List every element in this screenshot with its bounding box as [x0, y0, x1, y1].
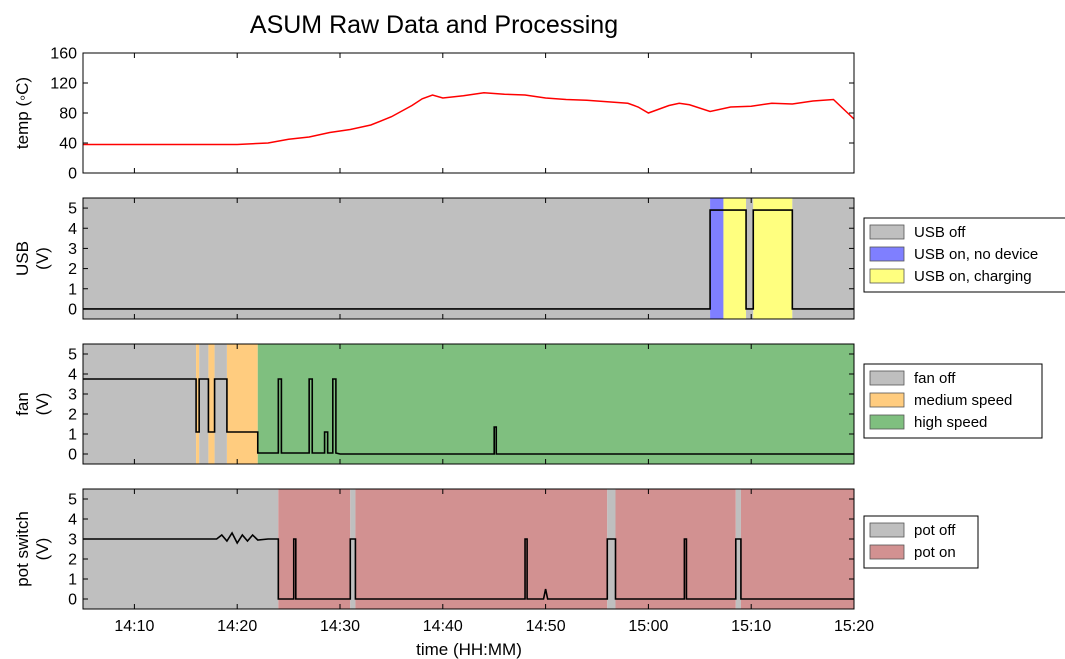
x-tick-label: 15:00: [628, 618, 668, 635]
series-line: [83, 378, 854, 455]
state-span: [83, 489, 279, 609]
state-span: [226, 344, 258, 464]
y-axis-label: fan: [13, 392, 32, 416]
y-tick-label: 0: [68, 301, 77, 318]
x-tick-label: 15:10: [731, 618, 771, 635]
state-span: [723, 198, 747, 319]
legend-label: USB off: [914, 224, 966, 241]
legend-label: pot off: [914, 522, 956, 539]
state-span: [735, 489, 741, 609]
legend-label: USB on, no device: [914, 246, 1038, 263]
legend-swatch: [869, 414, 905, 430]
legend-label: USB on, charging: [914, 268, 1032, 285]
state-span: [792, 198, 854, 319]
axes-frame: [82, 343, 855, 465]
y-axis-unit: (V): [33, 538, 52, 561]
y-tick-label: 3: [68, 387, 77, 404]
state-span: [208, 344, 215, 464]
legend-swatch: [869, 544, 905, 560]
y-tick-label: 0: [68, 592, 77, 609]
state-span: [710, 198, 724, 319]
y-tick-label: 3: [68, 532, 77, 549]
state-span: [196, 344, 200, 464]
y-tick-label: 1: [68, 572, 77, 589]
y-tick-label: 1: [68, 427, 77, 444]
chart-title: ASUM Raw Data and Processing: [250, 11, 618, 39]
legend-label: high speed: [914, 414, 987, 431]
y-tick-label: 0: [68, 166, 77, 183]
y-axis-unit: (V): [33, 247, 52, 270]
x-tick-label: 14:20: [217, 618, 257, 635]
y-tick-label: 120: [50, 76, 77, 93]
x-tick-label: 15:20: [834, 618, 874, 635]
state-span: [83, 344, 197, 464]
y-tick-label: 4: [68, 367, 77, 384]
legend-swatch: [869, 268, 905, 284]
legend-label: pot on: [914, 544, 956, 561]
state-span: [740, 489, 854, 609]
x-tick-label: 14:30: [320, 618, 360, 635]
state-span: [746, 198, 754, 319]
state-span: [199, 344, 209, 464]
series-line: [83, 91, 855, 146]
state-span: [83, 198, 711, 319]
y-tick-label: 2: [68, 407, 77, 424]
y-tick-label: 5: [68, 347, 77, 364]
x-tick-label: 14:50: [526, 618, 566, 635]
y-tick-label: 5: [68, 492, 77, 509]
panel-1: 0 40 80 120 160 temp (◦C): [13, 46, 855, 183]
state-span: [214, 344, 227, 464]
legend-swatch: [869, 392, 905, 408]
y-tick-label: 5: [68, 201, 77, 218]
legend-label: fan off: [914, 370, 956, 387]
y-tick-label: 3: [68, 241, 77, 258]
y-axis-label: pot switch: [13, 511, 32, 587]
y-axis-label: USB: [13, 241, 32, 276]
axes-frame: [82, 52, 855, 174]
legend-label: medium speed: [914, 392, 1012, 409]
y-tick-label: 2: [68, 552, 77, 569]
panel-4: 0 1 2 3 4 5 14:10 14:20 14:30 14:40 14:50 15:00 15:1…: [13, 488, 979, 635]
y-tick-label: 40: [59, 136, 77, 153]
panel-2: 0 1 2 3 4 5 USB (V) USB off USB on, no device USB …: [13, 197, 1065, 320]
y-axis-unit: (V): [33, 393, 52, 416]
y-tick-label: 4: [68, 221, 77, 238]
state-span: [607, 489, 616, 609]
y-tick-label: 160: [50, 46, 77, 63]
axes-frame: [82, 488, 855, 610]
x-tick-label: 14:10: [114, 618, 154, 635]
y-tick-label: 1: [68, 281, 77, 298]
legend-swatch: [869, 370, 905, 386]
state-span: [615, 489, 736, 609]
y-tick-label: 80: [59, 106, 77, 123]
state-span: [350, 489, 356, 609]
y-tick-label: 2: [68, 261, 77, 278]
legend-swatch: [869, 246, 905, 262]
y-axis-label: temp (◦C): [13, 77, 32, 149]
state-span: [257, 344, 854, 464]
x-axis-label: time (HH:MM): [416, 640, 522, 659]
series-line: [83, 209, 854, 310]
series-line: [83, 531, 854, 600]
y-tick-label: 4: [68, 512, 77, 529]
panel-3: 0 1 2 3 4 5 fan (V) fan off medium speed high spee…: [13, 343, 1043, 465]
state-span: [278, 489, 351, 609]
legend-swatch: [869, 522, 905, 538]
legend-swatch: [869, 224, 905, 240]
axes-frame: [82, 197, 855, 320]
state-span: [355, 489, 608, 609]
y-tick-label: 0: [68, 447, 77, 464]
state-span: [753, 198, 793, 319]
x-tick-label: 14:40: [423, 618, 463, 635]
